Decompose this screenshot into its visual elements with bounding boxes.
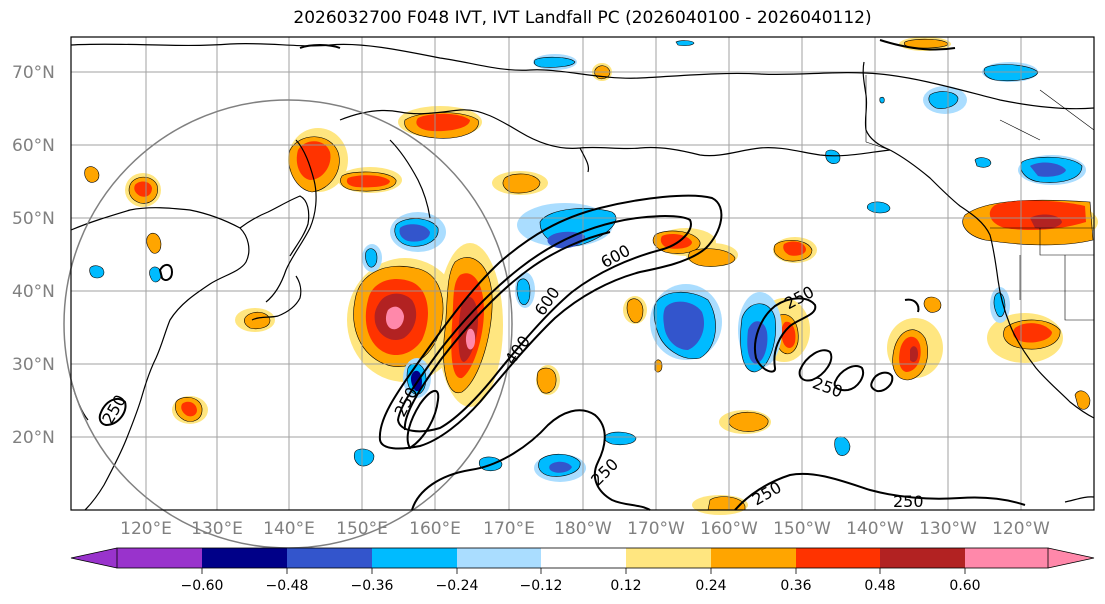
colorbar-tick-label: 0.48 [864, 578, 895, 594]
lat-label: 60°N [12, 136, 55, 156]
lat-label: 40°N [12, 282, 55, 302]
lon-label: 150°W [773, 519, 831, 539]
latitude-labels: 70°N 60°N 50°N 40°N 30°N 20°N [12, 63, 55, 448]
gridlines [71, 37, 1094, 510]
lon-label: 140°W [846, 519, 904, 539]
lon-label: 120°E [120, 519, 172, 539]
colorbar-segment [202, 548, 288, 568]
colorbar-segment [117, 548, 203, 568]
ivt-contours [98, 39, 1026, 511]
lat-label: 70°N [12, 63, 55, 83]
colorbar-tick-label: 0.60 [949, 578, 980, 594]
colorbar-tick-label: −0.12 [520, 578, 563, 594]
colorbar-tick-label: −0.48 [266, 578, 309, 594]
colorbar-tick-label: 0.24 [695, 578, 726, 594]
lon-label: 170°E [483, 519, 535, 539]
lon-label: 140°E [263, 519, 315, 539]
mid-blue-cores [399, 162, 1066, 473]
lon-label: 120°W [992, 519, 1050, 539]
colorbar-segment [880, 548, 966, 568]
colorbar: −0.60 −0.48 −0.36 −0.24 −0.12 0.12 0.24 0.36 0.4… [70, 547, 1095, 594]
contour-label: 250 [893, 492, 924, 511]
colorbar-extend-high [1048, 548, 1094, 568]
colorbar-segment [626, 548, 712, 568]
colorbar-tick-label: −0.60 [181, 578, 224, 594]
lon-label: 130°E [191, 519, 243, 539]
lon-label: 180°W [554, 519, 612, 539]
boundaries [865, 75, 1095, 321]
colorbar-tick-label: 0.12 [610, 578, 641, 594]
map-border [70, 36, 1095, 511]
anomaly-fills [84, 37, 1098, 515]
colorbar-segment [457, 548, 542, 568]
lon-label: 160°E [409, 519, 461, 539]
colorbar-segment [372, 548, 458, 568]
dark-red-and-pink-cores [374, 293, 478, 362]
colorbar-tick-label: 0.36 [780, 578, 811, 594]
lon-label: 130°W [919, 519, 977, 539]
colorbar-segment [711, 548, 797, 568]
colorbar-tick-label: −0.24 [436, 578, 479, 594]
lat-label: 20°N [12, 428, 55, 448]
coastlines [70, 43, 1095, 511]
lon-label: 160°W [700, 519, 758, 539]
colorbar-tick-label: −0.36 [351, 578, 394, 594]
lon-label: 170°W [627, 519, 685, 539]
lat-label: 50°N [12, 209, 55, 229]
colorbar-segment [796, 548, 881, 568]
longitude-labels: 120°E 130°E 140°E 150°E 160°E 170°E 180°… [120, 519, 1050, 539]
colorbar-segment [287, 548, 373, 568]
map-title: 2026032700 F048 IVT, IVT Landfall PC (20… [293, 8, 872, 28]
lon-label: 150°E [336, 519, 388, 539]
colorbar-segment [541, 548, 627, 568]
colorbar-extend-low [71, 548, 117, 568]
colorbar-segment [965, 548, 1049, 568]
lat-label: 30°N [12, 355, 55, 375]
